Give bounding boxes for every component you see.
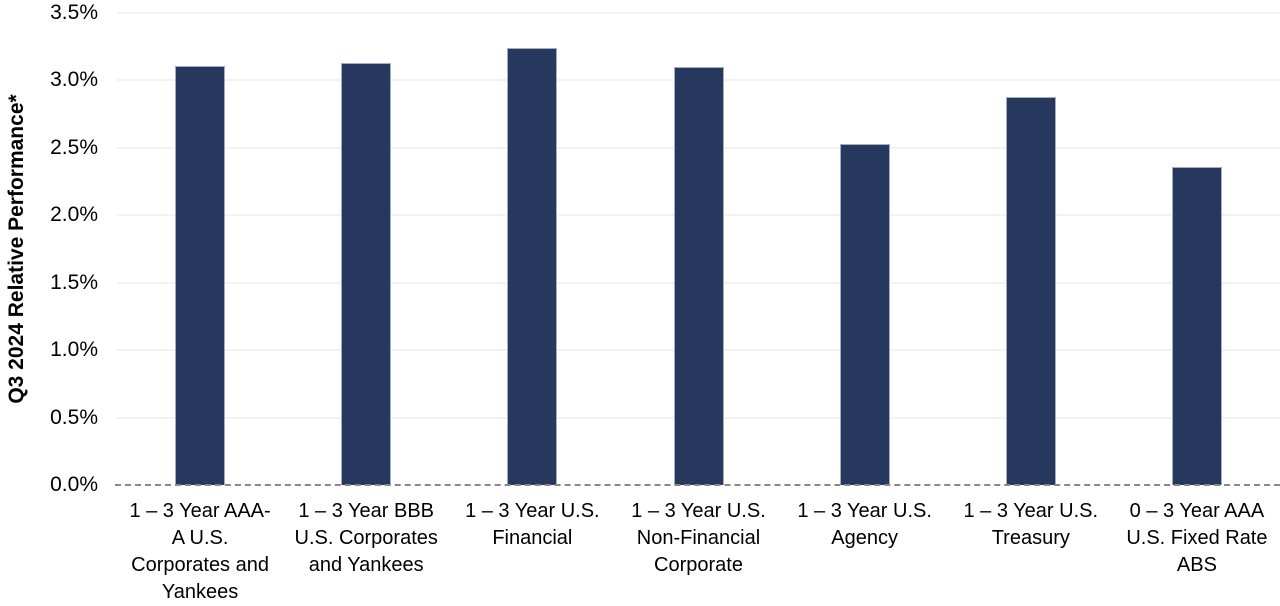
bar (1171, 166, 1222, 485)
bar (175, 65, 226, 485)
y-tick-label: 1.0% (50, 338, 98, 362)
y-tick-label: 2.5% (50, 135, 98, 159)
bar (341, 62, 392, 485)
y-tick-label: 0.0% (50, 473, 98, 496)
bar (673, 66, 724, 485)
y-tick-label: 1.5% (50, 270, 98, 294)
x-category-label: 1 – 3 Year U.S. Agency (797, 500, 932, 549)
x-category-label: 1 – 3 Year U.S. Treasury (963, 500, 1099, 549)
y-tick-label: 3.0% (50, 68, 98, 92)
y-axis-title: Q3 2024 Relative Performance* (5, 94, 28, 404)
y-tick-label: 0.5% (50, 405, 98, 429)
bar (1005, 96, 1056, 485)
y-tick-label: 3.5% (50, 1, 98, 24)
x-category-label: 1 – 3 Year AAA- A U.S. Corporates and Ya… (129, 500, 271, 603)
x-category-label: 0 – 3 Year AAA U.S. Fixed Rate ABS (1126, 500, 1268, 576)
x-category-label: 1 – 3 Year BBB U.S. Corporates and Yanke… (294, 500, 438, 576)
x-category-label: 1 – 3 Year U.S. Financial (465, 500, 600, 549)
bar (507, 48, 558, 485)
bar (839, 143, 890, 485)
x-category-label: 1 – 3 Year U.S. Non-Financial Corporate (631, 500, 766, 576)
zero-baseline (115, 484, 1280, 486)
gridline (117, 12, 1280, 14)
y-tick-label: 2.0% (50, 203, 98, 227)
